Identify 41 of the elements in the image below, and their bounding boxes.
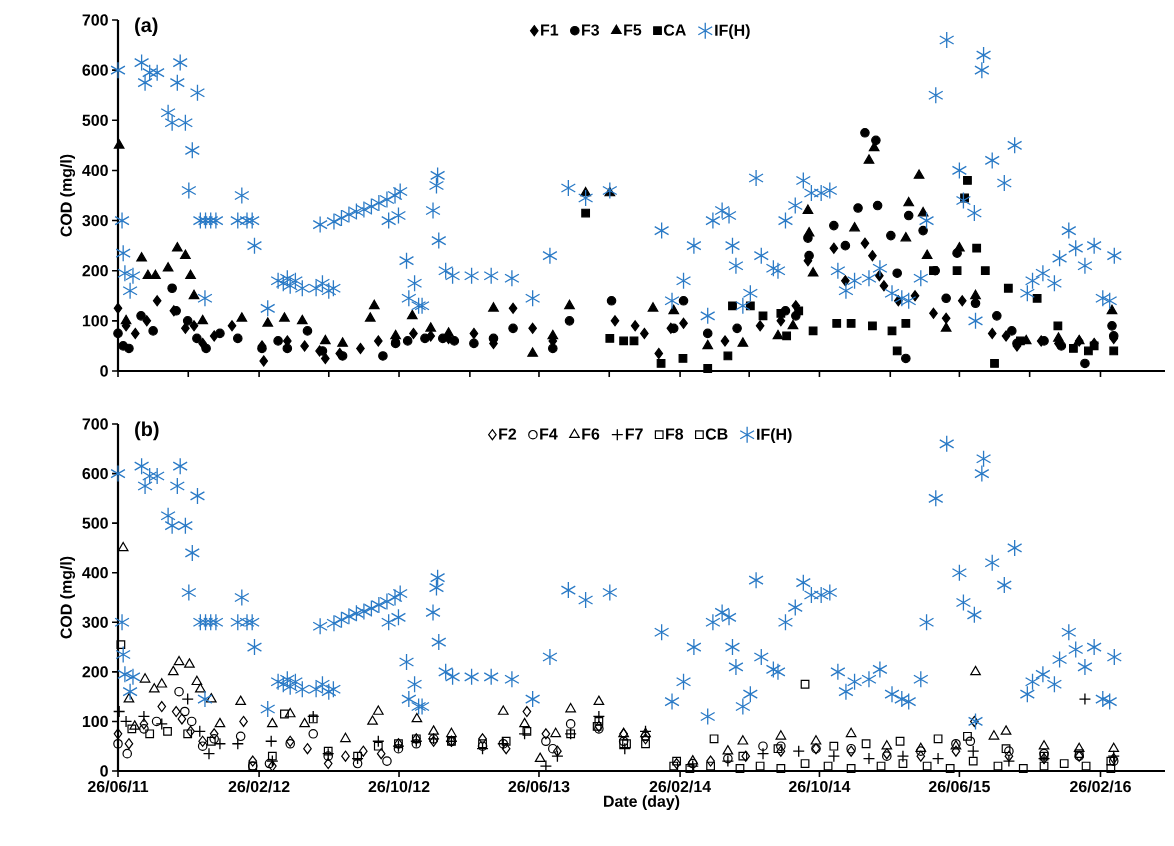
x-tick-label: 26/02/14 — [649, 780, 712, 793]
chart-title: (a) — [135, 17, 158, 37]
y-axis-title: COD (mg/l) — [60, 556, 76, 639]
y-tick-label: 300 — [82, 616, 108, 628]
x-tick-label: 26/06/13 — [508, 780, 570, 793]
x-tick-label: 26/02/16 — [1070, 780, 1131, 793]
x-tick-label: 26/10/12 — [368, 780, 430, 793]
legend-label: F6 — [582, 428, 600, 440]
legend-label: F4 — [540, 428, 558, 440]
legend-label: CA — [663, 24, 686, 36]
legend-label: F5 — [624, 24, 642, 36]
y-tick-label: 200 — [82, 666, 108, 678]
x-tick-label: 26/02/12 — [228, 780, 290, 793]
y-tick-label: 0 — [100, 765, 108, 777]
x-tick-label: 26/10/14 — [788, 780, 851, 793]
y-tick-label: 0 — [100, 365, 108, 377]
y-tick-label: 700 — [82, 418, 108, 430]
legend-label: F8 — [666, 428, 684, 440]
y-tick-label: 400 — [82, 164, 108, 177]
y-tick-label: 200 — [82, 265, 108, 277]
legend-label: IF(H) — [757, 428, 792, 444]
legend-label: F3 — [582, 24, 600, 36]
y-tick-label: 400 — [82, 567, 108, 579]
legend-label: CB — [705, 428, 728, 440]
legend-label: F7 — [625, 428, 643, 440]
y-tick-label: 100 — [82, 315, 108, 327]
chart-title: (b) — [135, 421, 159, 441]
y-tick-label: 300 — [82, 214, 108, 227]
x-axis-title: Date (day) — [604, 795, 680, 811]
y-axis-title: COD (mg/l) — [60, 154, 76, 237]
legend-label: F1 — [541, 24, 559, 36]
y-tick-label: 600 — [82, 64, 108, 76]
y-tick-label: 100 — [82, 715, 108, 728]
x-tick-label: 26/06/15 — [928, 780, 990, 793]
legend-label: IF(H) — [715, 24, 750, 40]
y-tick-label: 700 — [82, 14, 108, 26]
y-tick-label: 600 — [82, 467, 108, 480]
y-tick-label: 500 — [82, 517, 108, 529]
x-tick-label: 26/06/11 — [87, 780, 149, 793]
legend-label: F2 — [499, 428, 517, 440]
y-tick-label: 500 — [82, 114, 108, 126]
